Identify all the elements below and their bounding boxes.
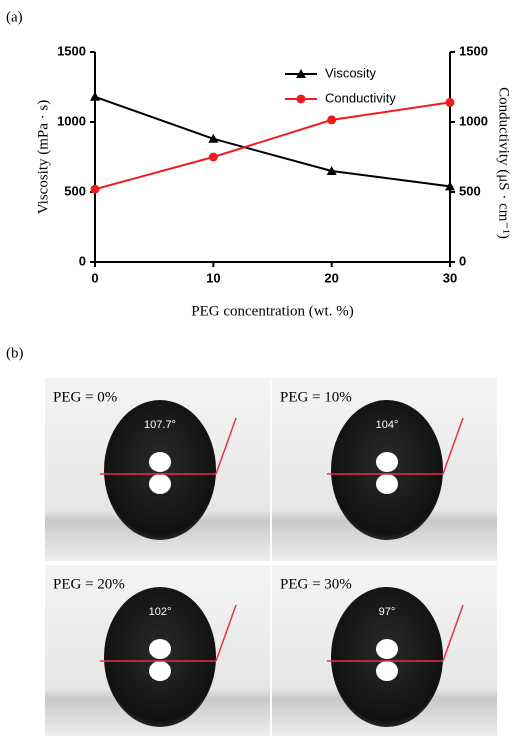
x-tick-label: 30 [443,270,457,285]
tangent [215,604,237,662]
highlight [376,639,398,659]
photo: 97° PEG = 30% [272,565,497,736]
legend-label: Viscosity [325,65,377,80]
angle-label: 107.7° [144,419,176,431]
marker [327,115,337,125]
highlight [376,474,398,494]
panel-label: (b) [6,345,24,361]
marker [208,133,219,143]
marker [90,184,100,194]
photo: 107.7° PEG = 0% [45,378,270,561]
angle-label: 104° [376,419,399,431]
y-tick-label: 1500 [57,43,86,58]
series-line [94,101,451,191]
caption: PEG = 10% [280,389,352,405]
highlight [149,474,171,494]
y-axis-label: Viscosity (mPa · s) [35,100,51,215]
x-tick-label: 10 [206,270,220,285]
caption: PEG = 30% [280,576,352,592]
y-tick-label: 0 [79,253,86,268]
x-tick-label: 0 [91,270,98,285]
tangent [215,417,237,475]
photo: 102° PEG = 20% [45,565,270,736]
marker [326,166,337,175]
panel-label: (a) [6,9,23,25]
y2-tick-label: 1000 [459,113,488,128]
tangent [442,417,464,475]
caption: PEG = 0% [53,389,117,405]
y2-axis-label: Conductivity (μS · cm⁻¹) [496,87,512,239]
photo: 104° PEG = 10% [272,378,497,561]
series-line [94,95,451,188]
marker [445,97,455,107]
y2-tick-label: 1500 [459,43,488,58]
highlight [376,452,398,472]
highlight [149,661,171,681]
angle-label: 97° [379,606,396,618]
marker [208,152,218,162]
marker [296,69,306,78]
marker [90,91,100,101]
angle-label: 102° [149,606,172,618]
tangent [442,604,464,662]
highlight [149,639,171,659]
highlight [376,661,398,681]
x-tick-label: 20 [324,270,338,285]
y2-tick-label: 0 [459,253,466,268]
y2-tick-label: 500 [459,183,481,198]
highlight [149,452,171,472]
y-tick-label: 1000 [57,113,86,128]
x-axis-label: PEG concentration (wt. %) [191,303,353,319]
marker [445,181,455,191]
marker [296,94,306,104]
caption: PEG = 20% [53,576,125,592]
y-tick-label: 500 [64,183,86,198]
legend-label: Conductivity [325,90,396,105]
